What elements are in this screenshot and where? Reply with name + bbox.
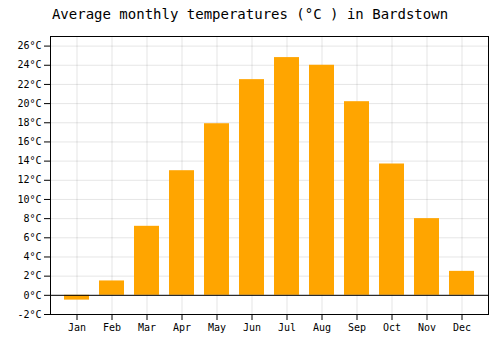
svg-text:Oct: Oct — [383, 322, 401, 333]
svg-text:Jan: Jan — [68, 322, 86, 333]
svg-text:24°C: 24°C — [17, 59, 41, 70]
svg-text:Nov: Nov — [418, 322, 436, 333]
svg-text:4°C: 4°C — [23, 251, 41, 262]
svg-text:26°C: 26°C — [17, 40, 41, 51]
svg-text:16°C: 16°C — [17, 136, 41, 147]
svg-text:2°C: 2°C — [23, 270, 41, 281]
svg-text:Sep: Sep — [348, 322, 366, 333]
svg-text:Aug: Aug — [313, 322, 331, 333]
svg-text:8°C: 8°C — [23, 213, 41, 224]
svg-text:-2°C: -2°C — [17, 309, 41, 320]
svg-text:20°C: 20°C — [17, 98, 41, 109]
html-text:Average monthly temperatures (: Average monthly temperatures (°C ) in Ba… — [51, 6, 449, 22]
svg-text:14°C: 14°C — [17, 155, 41, 166]
svg-text:10°C: 10°C — [17, 194, 41, 205]
svg-text:0°C: 0°C — [23, 290, 41, 301]
svg-text:Mar: Mar — [138, 322, 156, 333]
svg-text:Apr: Apr — [173, 322, 191, 333]
svg-text:6°C: 6°C — [23, 232, 41, 243]
svg-text:22°C: 22°C — [17, 79, 41, 90]
svg-text:Jun: Jun — [243, 322, 261, 333]
svg-text:Feb: Feb — [103, 322, 121, 333]
svg-text:18°C: 18°C — [17, 117, 41, 128]
svg-text:12°C: 12°C — [17, 174, 41, 185]
svg-text:Jul: Jul — [278, 322, 296, 333]
svg-text:Dec: Dec — [453, 322, 471, 333]
svg-text:May: May — [208, 322, 226, 333]
